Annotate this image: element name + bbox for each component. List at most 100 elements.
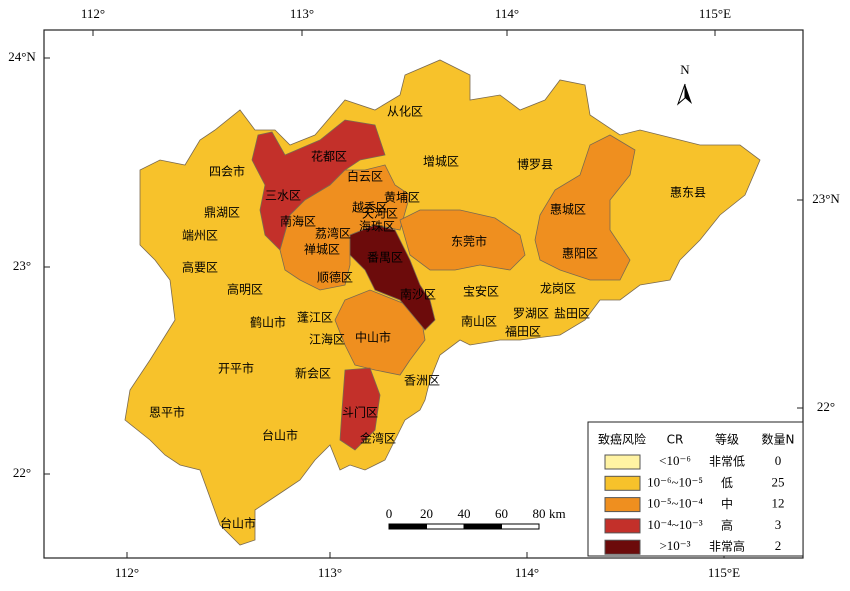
region-label: 台山市 (262, 428, 298, 443)
region-label: 南沙区 (400, 287, 436, 302)
region-label: 开平市 (218, 361, 254, 376)
legend-swatch (604, 518, 641, 534)
land (124, 59, 761, 546)
region-area (334, 289, 426, 376)
region-label: 博罗县 (517, 157, 553, 172)
region-label: 惠阳区 (562, 247, 598, 261)
legend-cr: 10⁻⁶~10⁻⁵ (647, 474, 703, 489)
coord-label: 24°N (8, 49, 36, 64)
region-label: 顺德区 (317, 270, 353, 285)
legend-header: 等级 (715, 433, 739, 447)
coord-label: 112° (115, 565, 139, 580)
region-label: 龙岗区 (540, 282, 576, 296)
region-label: 三水区 (265, 189, 301, 203)
scale-label: 20 (420, 506, 433, 521)
region-label: 福田区 (505, 324, 541, 339)
coord-label: 22° (817, 399, 835, 414)
scale-segment (463, 523, 502, 530)
scale-segment (388, 523, 427, 530)
region-label: 惠东县 (670, 186, 706, 200)
region-label: 盐田区 (554, 307, 590, 321)
scale-label: 0 (386, 506, 393, 521)
region-label: 斗门区 (342, 405, 378, 420)
region-label: 东莞市 (451, 234, 487, 249)
region-label: 四会市 (209, 164, 245, 179)
region-label: 金湾区 (360, 431, 396, 446)
region-label: 禅城区 (304, 243, 340, 257)
coord-label: 113° (318, 565, 342, 580)
region-label: 新会区 (295, 366, 331, 381)
legend-count: 0 (775, 453, 782, 468)
region-label: 香洲区 (404, 374, 440, 388)
region-label: 荔湾区 (315, 226, 351, 241)
legend: 致癌风险 CR 等级 数量N <10⁻⁶ 非常低 0 10⁻⁶~10⁻⁵ 低 25 10⁻⁵~10⁻… (587, 421, 804, 557)
coord-label: 112° (81, 6, 105, 21)
north-arrow: N (676, 62, 692, 106)
legend-swatch (604, 497, 641, 513)
region-label: 端州区 (182, 229, 218, 243)
region-label: 白云区 (347, 169, 383, 184)
region-label: 高明区 (227, 282, 263, 297)
legend-count: 3 (775, 517, 782, 532)
legend-cr: <10⁻⁶ (659, 453, 691, 468)
legend-level: 高 (721, 517, 733, 532)
legend-header: 数量N (762, 432, 795, 447)
legend-cr: >10⁻³ (659, 538, 690, 553)
scale-label: 60 (495, 506, 508, 521)
coord-label: 23°N (812, 191, 840, 206)
region-label: 黄埔区 (384, 191, 420, 205)
scale-segment (501, 523, 540, 530)
region-area (339, 367, 381, 451)
legend-cr: 10⁻⁴~10⁻³ (647, 517, 702, 532)
legend-swatch (604, 475, 641, 491)
coord-label: 23° (13, 258, 31, 273)
legend-swatch (604, 539, 641, 555)
region-label: 番禺区 (367, 251, 403, 265)
region-label: 南山区 (461, 314, 497, 329)
region-label: 越秀区 (352, 201, 388, 215)
region-label: 南海区 (280, 214, 316, 229)
region-label: 蓬江区 (297, 311, 333, 325)
region-label: 从化区 (387, 105, 423, 119)
region-label: 恩平市 (149, 405, 185, 420)
region-area (399, 209, 526, 271)
region-label: 鹤山市 (250, 315, 286, 330)
region-area (534, 134, 636, 281)
legend-header: 致癌风险 (598, 432, 646, 447)
legend-count: 25 (772, 474, 785, 489)
legend-level: 非常高 (709, 539, 745, 554)
region-label: 江海区 (309, 332, 345, 347)
legend-level: 非常低 (709, 455, 745, 469)
scale-unit: km (549, 506, 566, 521)
arrow-right (685, 84, 692, 104)
region-label: 鼎湖区 (204, 205, 240, 220)
scale-segment (426, 523, 465, 530)
legend-cr: 10⁻⁵~10⁻⁴ (647, 496, 703, 511)
region-label: 台山市 (220, 516, 256, 531)
region-label: 惠城区 (550, 203, 586, 217)
region-label: 罗湖区 (513, 306, 549, 321)
north-label: N (680, 62, 690, 77)
region-label: 宝安区 (463, 284, 499, 299)
coord-label: 113° (290, 6, 314, 21)
scale-label: 80 (533, 506, 546, 521)
region-label: 高要区 (182, 260, 218, 275)
coord-label: 114° (495, 6, 519, 21)
scale-label: 40 (458, 506, 471, 521)
region-label: 海珠区 (359, 219, 395, 234)
legend-header: CR (667, 433, 684, 447)
legend-level: 中 (721, 496, 733, 511)
coord-label: 115°E (708, 565, 740, 580)
coord-label: 22° (13, 465, 31, 480)
region-label: 增城区 (423, 155, 459, 169)
coord-label: 114° (515, 565, 539, 580)
coord-label: 115°E (699, 6, 731, 21)
region-label: 天河区 (362, 207, 398, 221)
legend-count: 2 (775, 538, 782, 553)
region-label: 花都区 (311, 149, 347, 164)
region-label: 中山市 (355, 330, 391, 345)
region-area (349, 224, 436, 331)
legend-count: 12 (772, 496, 785, 511)
